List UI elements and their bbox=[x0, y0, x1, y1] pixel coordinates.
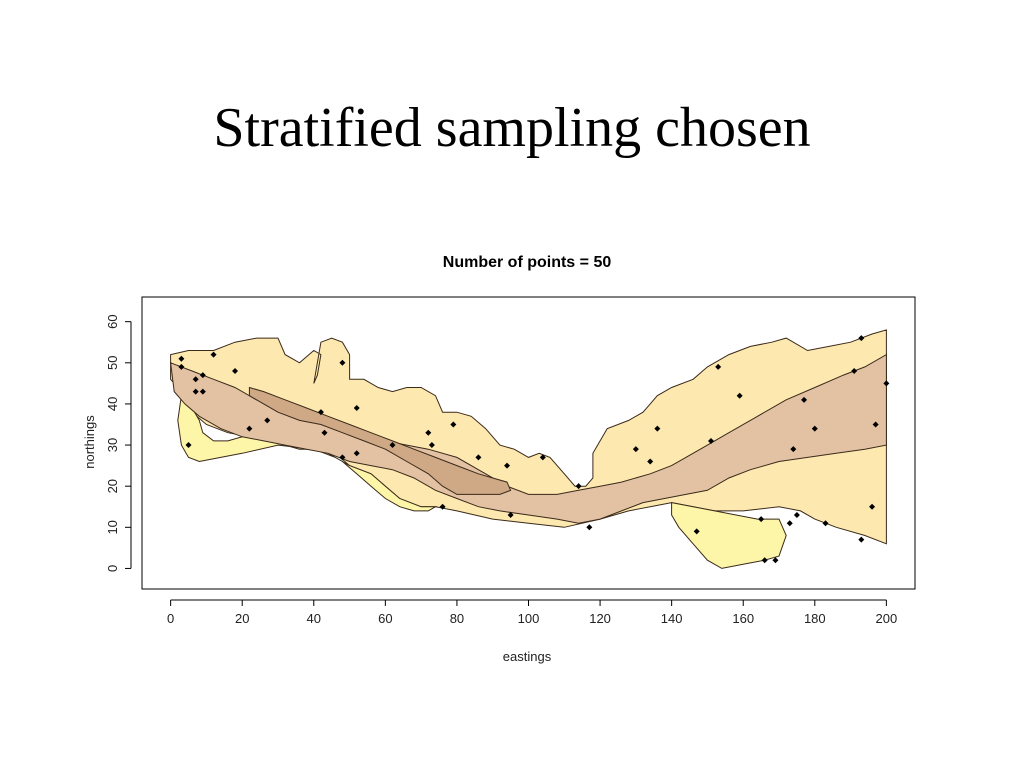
stratum-low bbox=[177, 394, 438, 512]
y-tick-label: 50 bbox=[105, 356, 120, 370]
sample-point bbox=[575, 483, 582, 490]
sample-point bbox=[475, 454, 482, 461]
sample-point bbox=[246, 425, 253, 432]
y-tick-label: 40 bbox=[105, 397, 120, 411]
sample-point bbox=[858, 335, 865, 342]
x-tick-label: 60 bbox=[378, 611, 392, 626]
x-tick-label: 100 bbox=[518, 611, 540, 626]
sample-point bbox=[736, 392, 743, 399]
x-axis-label: eastings bbox=[503, 649, 552, 664]
sample-point bbox=[786, 520, 793, 527]
stratum-low-east bbox=[671, 501, 787, 569]
y-tick-label: 30 bbox=[105, 438, 120, 452]
sample-point bbox=[339, 359, 346, 366]
sample-point bbox=[693, 528, 700, 535]
sample-point bbox=[210, 351, 217, 358]
sample-point bbox=[185, 442, 192, 449]
sample-point bbox=[353, 450, 360, 457]
sample-point bbox=[389, 442, 396, 449]
sample-point bbox=[811, 425, 818, 432]
sample-point bbox=[586, 524, 593, 531]
sample-point bbox=[758, 516, 765, 523]
y-tick-label: 60 bbox=[105, 314, 120, 328]
sample-point bbox=[264, 417, 271, 424]
sample-point bbox=[192, 388, 199, 395]
slide-title: Stratified sampling chosen bbox=[213, 97, 811, 159]
sample-point bbox=[199, 372, 206, 379]
sample-point bbox=[321, 429, 328, 436]
sample-point bbox=[450, 421, 457, 428]
y-tick-label: 0 bbox=[105, 565, 120, 572]
sample-point bbox=[232, 368, 239, 375]
y-axis: 0 10 20 30 40 50 60 bbox=[105, 314, 132, 572]
points-layer bbox=[178, 335, 890, 564]
sample-point bbox=[790, 446, 797, 453]
plot-title: Number of points = 50 bbox=[443, 254, 612, 271]
sample-point bbox=[715, 363, 722, 370]
sample-point bbox=[647, 458, 654, 465]
sample-point bbox=[199, 388, 206, 395]
x-tick-label: 80 bbox=[450, 611, 464, 626]
sample-point bbox=[869, 503, 876, 510]
x-tick-label: 120 bbox=[589, 611, 611, 626]
plot-frame bbox=[141, 296, 916, 590]
sample-point bbox=[178, 363, 185, 370]
sample-point bbox=[872, 421, 879, 428]
sample-point bbox=[178, 355, 185, 362]
x-tick-label: 160 bbox=[732, 611, 754, 626]
y-axis-label: northings bbox=[82, 415, 97, 469]
sample-point bbox=[883, 380, 890, 387]
x-tick-label: 180 bbox=[804, 611, 826, 626]
sample-point bbox=[793, 511, 800, 518]
sample-point bbox=[539, 454, 546, 461]
x-tick-label: 40 bbox=[307, 611, 321, 626]
y-tick-label: 10 bbox=[105, 520, 120, 534]
stratum-core bbox=[248, 386, 512, 495]
sample-point bbox=[317, 409, 324, 416]
sample-point bbox=[632, 446, 639, 453]
y-tick-label: 20 bbox=[105, 479, 120, 493]
x-tick-label: 200 bbox=[876, 611, 898, 626]
sample-point bbox=[851, 368, 858, 375]
sample-point bbox=[858, 536, 865, 543]
x-tick-label: 140 bbox=[661, 611, 683, 626]
sample-point bbox=[708, 437, 715, 444]
x-axis: 0 20 40 60 80 100 120 140 160 180 200 bbox=[167, 599, 898, 626]
sample-point bbox=[772, 557, 779, 564]
sample-point bbox=[507, 511, 514, 518]
sample-point bbox=[654, 425, 661, 432]
sample-point bbox=[822, 520, 829, 527]
x-tick-label: 0 bbox=[167, 611, 174, 626]
sample-point bbox=[353, 405, 360, 412]
sample-point bbox=[504, 462, 511, 469]
sample-point bbox=[428, 442, 435, 449]
sample-point bbox=[192, 376, 199, 383]
sample-point bbox=[761, 557, 768, 564]
x-tick-label: 20 bbox=[235, 611, 249, 626]
sample-point bbox=[339, 454, 346, 461]
sample-point bbox=[439, 503, 446, 510]
strata-layer bbox=[170, 329, 887, 569]
sample-point bbox=[425, 429, 432, 436]
sample-point bbox=[801, 396, 808, 403]
